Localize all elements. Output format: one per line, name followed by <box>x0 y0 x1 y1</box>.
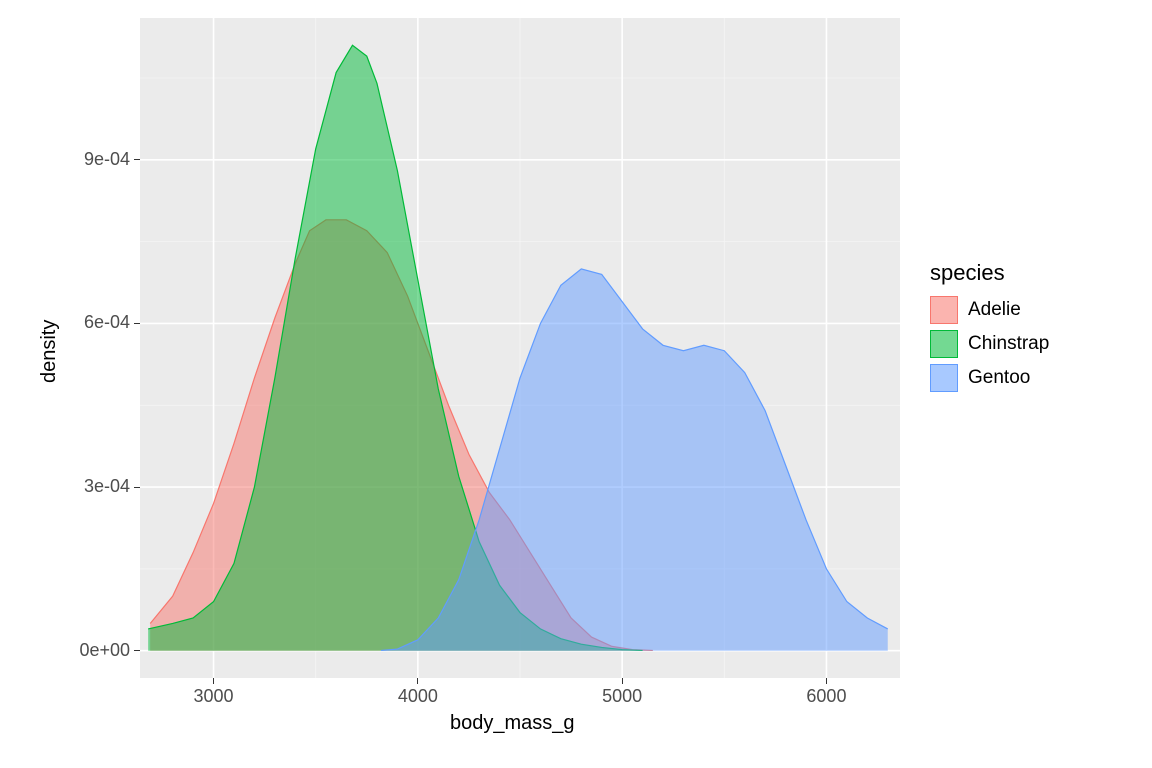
x-tick-label: 4000 <box>393 686 443 707</box>
y-tick-mark <box>134 487 140 488</box>
y-tick-label: 6e-04 <box>84 312 130 333</box>
y-tick-mark <box>134 650 140 651</box>
y-tick-mark <box>134 323 140 324</box>
density-plot <box>140 18 900 678</box>
legend-item: Gentoo <box>930 364 1049 392</box>
y-tick-label: 0e+00 <box>79 640 130 661</box>
chart-stage: body_mass_g density 3000 4000 5000 6000 0e+… <box>0 0 1152 768</box>
x-tick-mark <box>417 678 418 684</box>
x-tick-label: 5000 <box>597 686 647 707</box>
y-axis-label: density <box>38 320 61 383</box>
legend-title: species <box>930 260 1049 286</box>
legend-item: Adelie <box>930 296 1049 324</box>
y-tick-label: 3e-04 <box>84 476 130 497</box>
legend-item: Chinstrap <box>930 330 1049 358</box>
legend: species Adelie Chinstrap Gentoo <box>930 260 1049 398</box>
legend-swatch <box>930 364 958 392</box>
legend-swatch <box>930 296 958 324</box>
x-axis-label: body_mass_g <box>450 712 575 735</box>
y-tick-label: 9e-04 <box>84 149 130 170</box>
x-tick-mark <box>213 678 214 684</box>
x-tick-mark <box>622 678 623 684</box>
x-tick-label: 3000 <box>189 686 239 707</box>
legend-label: Adelie <box>968 299 1021 321</box>
legend-label: Gentoo <box>968 367 1030 389</box>
y-tick-mark <box>134 159 140 160</box>
legend-swatch <box>930 330 958 358</box>
legend-label: Chinstrap <box>968 333 1049 355</box>
x-tick-mark <box>826 678 827 684</box>
x-tick-label: 6000 <box>801 686 851 707</box>
